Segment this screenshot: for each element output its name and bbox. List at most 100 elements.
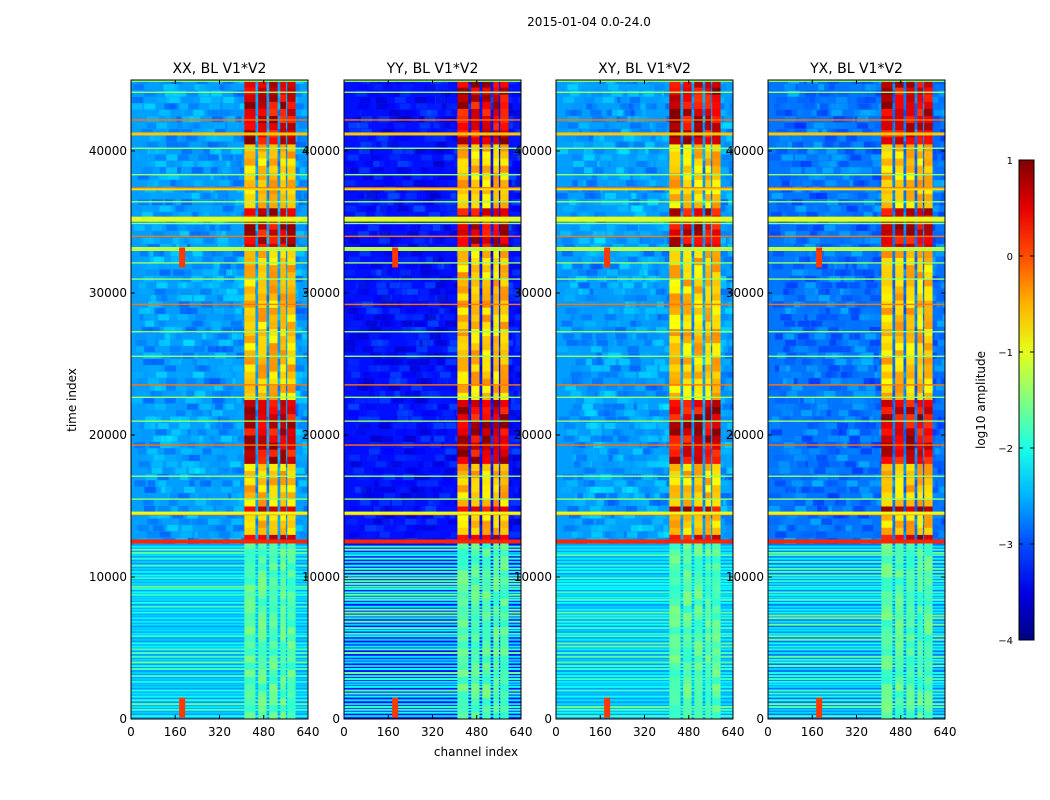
speckle-cell: [720, 416, 732, 423]
speckle-cell: [192, 448, 204, 455]
speckle-cell: [220, 416, 232, 423]
rfi-cell: [683, 342, 692, 351]
rfi-cell: [694, 683, 703, 692]
rfi-cell: [482, 342, 491, 351]
speckle-cell: [201, 141, 213, 148]
speckle-cell: [347, 154, 359, 161]
speckle-cell: [261, 90, 273, 97]
rfi-cell: [694, 399, 703, 408]
speckle-cell: [421, 531, 433, 538]
speckle-cell: [585, 448, 597, 455]
rfi-cell: [471, 648, 480, 656]
rfi-cell: [287, 385, 296, 393]
speckle-cell: [411, 384, 423, 391]
speckle-cell: [636, 384, 648, 391]
rfi-cell: [280, 435, 286, 443]
sparse-line: [556, 570, 733, 573]
speckle-cell: [571, 263, 583, 270]
sparse-line: [556, 567, 733, 570]
speckle-cell: [586, 148, 598, 155]
rfi-cell: [471, 498, 480, 507]
sparse-line: [556, 680, 733, 683]
speckle-cell: [390, 237, 402, 244]
rfi-cell: [457, 342, 469, 351]
rfi-cell: [457, 413, 469, 422]
sparse-line: [344, 655, 521, 658]
speckle-cell: [617, 493, 629, 500]
speckle-cell: [344, 269, 356, 276]
speckle-cell: [523, 78, 534, 84]
speckle-cell: [620, 97, 632, 104]
speckle-cell: [697, 429, 709, 436]
speckle-cell: [722, 154, 733, 161]
speckle-cell: [218, 429, 230, 436]
rfi-cell: [457, 399, 469, 408]
speckle-cell: [596, 346, 608, 353]
speckle-cell: [636, 499, 648, 506]
speckle-cell: [585, 180, 597, 187]
speckle-cell: [560, 327, 572, 334]
speckle-cell: [435, 378, 447, 385]
speckle-cell: [208, 339, 220, 346]
speckle-cell: [177, 314, 189, 321]
sparse-line: [131, 708, 308, 711]
speckle-cell: [382, 384, 394, 391]
rfi-cell: [457, 548, 469, 557]
speckle-cell: [193, 512, 205, 519]
speckle-cell: [646, 365, 658, 372]
speckle-cell: [371, 435, 383, 442]
speckle-cell: [742, 180, 753, 186]
speckle-cell: [377, 339, 389, 346]
speckle-cell: [159, 167, 171, 174]
speckle-cell: [725, 365, 733, 372]
speckle-cell: [566, 429, 578, 436]
rfi-cell: [287, 271, 296, 280]
speckle-cell: [624, 512, 636, 519]
speckle-cell: [133, 224, 145, 231]
speckle-cell: [506, 429, 518, 436]
speckle-cell: [649, 346, 661, 353]
speckle-cell: [214, 128, 226, 135]
speckle-cell: [557, 365, 569, 372]
speckle-cell: [156, 122, 168, 129]
rfi-cell: [258, 591, 267, 599]
speckle-cell: [663, 531, 675, 538]
speckle-cell: [445, 173, 457, 180]
speckle-cell: [400, 141, 412, 148]
rfi-cell: [244, 420, 256, 429]
speckle-cell: [463, 269, 475, 276]
rfi-cell: [258, 342, 267, 351]
rfi-cell: [683, 591, 692, 599]
speckle-cell: [207, 518, 219, 525]
rfi-cell: [669, 122, 681, 131]
speckle-cell: [593, 141, 605, 148]
speckle-cell: [183, 333, 195, 340]
speckle-cell: [640, 173, 652, 180]
rfi-cell: [244, 406, 256, 415]
speckle-cell: [232, 365, 244, 372]
speckle-cell: [146, 403, 158, 410]
rfi-cell: [287, 655, 296, 663]
speckle-cell: [131, 103, 143, 110]
rfi-cell: [694, 378, 703, 386]
sparse-line: [344, 554, 521, 557]
rfi-cell: [500, 399, 509, 408]
speckle-cell: [726, 192, 733, 199]
speckle-cell: [718, 480, 730, 487]
rfi-cell: [457, 534, 469, 542]
speckle-cell: [508, 250, 520, 257]
rfi-cell: [493, 172, 499, 180]
speckle-cell: [405, 148, 417, 155]
speckle-cell: [603, 486, 615, 493]
rfi-line: [344, 187, 521, 189]
speckle-cell: [582, 346, 594, 353]
rfi-cell: [280, 385, 286, 393]
rfi-cell: [482, 477, 491, 486]
rfi-cell: [482, 584, 491, 592]
speckle-cell: [493, 365, 505, 372]
rfi-cell: [482, 498, 491, 507]
speckle-cell: [636, 327, 648, 334]
speckle-cell: [389, 384, 401, 391]
rfi-cell: [457, 640, 469, 649]
speckle-cell: [578, 122, 590, 129]
